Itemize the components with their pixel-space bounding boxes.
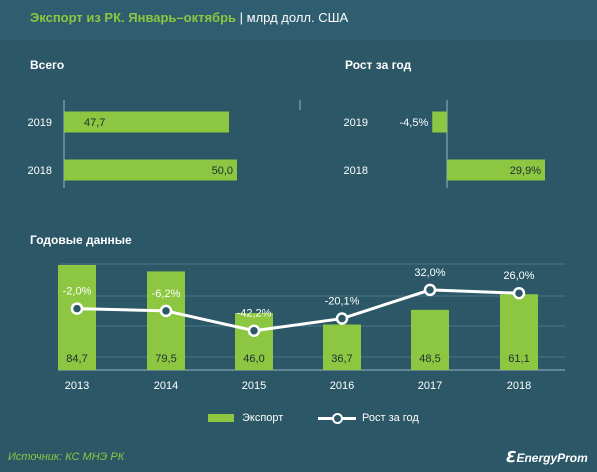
growth-bar-2018: [447, 159, 545, 181]
legend-export-label: Экспорт: [242, 412, 284, 424]
brand-logo: ℇEnergyProm: [506, 448, 588, 466]
growth-point-2013: [70, 302, 84, 315]
title-main: Экспорт из РК. Январь–октябрь: [30, 10, 237, 25]
export-value-2015: 46,0: [243, 353, 264, 365]
year-label-2013: 2013: [65, 380, 89, 392]
growth-point-2016: [335, 312, 349, 325]
year-label-2014: 2014: [154, 380, 178, 392]
export-value-2016: 36,7: [331, 353, 352, 365]
growth-value-2018: 29,9%: [510, 165, 541, 177]
chart-title: Экспорт из РК. Январь–октябрь | млрд дол…: [30, 10, 348, 25]
brand-mark-icon: ℇ: [506, 449, 517, 466]
growth-label-2018: 26,0%: [503, 270, 534, 282]
total-bar-2018: [64, 159, 237, 181]
export-bar-2017: [411, 309, 449, 370]
legend-growth-swatch: [318, 412, 356, 424]
export-bar-2018: [500, 294, 538, 370]
growth-point-2018: [512, 286, 526, 300]
header-bar: [0, 0, 597, 40]
growth-label-2015: -42,2%: [237, 308, 272, 320]
legend-growth: Рост за год: [318, 412, 419, 424]
total-section-title: Всего: [30, 58, 65, 72]
export-bar-2013: [58, 264, 96, 370]
total-bar-2019: [64, 111, 230, 133]
legend-export: Экспорт: [208, 412, 283, 424]
growth-label-2014: -6,2%: [152, 288, 181, 300]
export-value-2013: 84,7: [66, 353, 87, 365]
growth-section-title: Рост за год: [345, 58, 412, 72]
year-label-2015: 2015: [242, 380, 266, 392]
export-bar-2014: [147, 271, 185, 370]
total-category-2018: 2018: [28, 165, 52, 177]
total-value-2019: 47,7: [84, 117, 105, 129]
growth-value-2019: -4,5%: [400, 117, 429, 129]
source-note: Источник: КС МНЭ РК: [8, 451, 125, 463]
total-category-2019: 2019: [28, 117, 52, 129]
title-unit: млрд долл. США: [246, 10, 349, 25]
title-separator: |: [236, 10, 247, 25]
growth-point-2015: [247, 324, 261, 337]
growth-label-2013: -2,0%: [63, 286, 92, 298]
annual-section-title: Годовые данные: [30, 233, 132, 247]
growth-point-2014: [159, 304, 173, 318]
year-label-2017: 2017: [418, 380, 442, 392]
growth-line: [76, 288, 520, 333]
brand-name: EnergyProm: [516, 451, 588, 465]
year-label-2016: 2016: [330, 380, 354, 392]
year-label-2018: 2018: [507, 380, 531, 392]
growth-label-2017: 32,0%: [414, 267, 445, 279]
total-value-2018: 50,0: [212, 165, 233, 177]
export-value-2018: 61,1: [508, 353, 529, 365]
export-bar-2016: [323, 324, 361, 370]
export-value-2014: 79,5: [155, 353, 176, 365]
export-bar-2015: [235, 312, 273, 370]
legend-growth-label: Рост за год: [362, 412, 419, 424]
growth-bar-2019: [432, 111, 447, 133]
growth-category-2018: 2018: [344, 165, 368, 177]
growth-label-2016: -20,1%: [325, 296, 360, 308]
growth-category-2019: 2019: [344, 117, 368, 129]
growth-point-2017: [423, 283, 437, 297]
export-value-2017: 48,5: [419, 353, 440, 365]
legend-export-swatch: [208, 414, 234, 422]
